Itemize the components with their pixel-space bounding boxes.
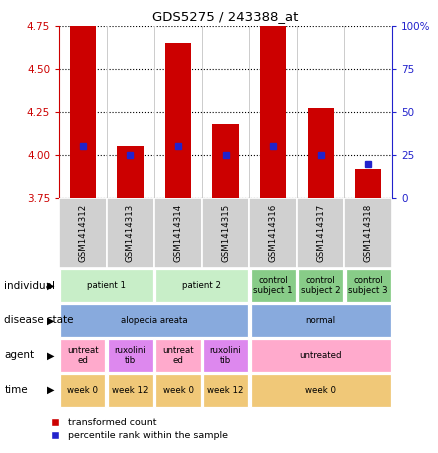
Bar xyxy=(155,269,248,302)
Bar xyxy=(251,339,391,372)
Bar xyxy=(60,269,153,302)
Legend: transformed count, percentile rank within the sample: transformed count, percentile rank withi… xyxy=(51,418,228,440)
Text: untreat
ed: untreat ed xyxy=(67,346,99,365)
Bar xyxy=(117,146,144,198)
Bar xyxy=(108,339,153,372)
Text: time: time xyxy=(4,385,28,395)
Bar xyxy=(355,169,381,198)
Text: ▶: ▶ xyxy=(47,315,55,326)
Bar xyxy=(155,339,201,372)
Text: GSM1414313: GSM1414313 xyxy=(126,204,135,262)
Bar xyxy=(203,339,248,372)
Text: GSM1414314: GSM1414314 xyxy=(173,204,183,262)
Bar xyxy=(60,304,248,337)
Bar xyxy=(108,374,153,407)
Bar xyxy=(202,198,249,268)
Text: untreated: untreated xyxy=(300,351,342,360)
Text: week 0: week 0 xyxy=(67,386,99,395)
Bar xyxy=(298,269,343,302)
Text: GSM1414315: GSM1414315 xyxy=(221,204,230,262)
Text: control
subject 3: control subject 3 xyxy=(348,276,388,295)
Text: control
subject 1: control subject 1 xyxy=(253,276,293,295)
Bar xyxy=(251,269,296,302)
Text: ruxolini
tib: ruxolini tib xyxy=(115,346,146,365)
Bar xyxy=(251,304,391,337)
Text: week 0: week 0 xyxy=(162,386,194,395)
Text: week 0: week 0 xyxy=(305,386,336,395)
Text: week 12: week 12 xyxy=(112,386,149,395)
Bar xyxy=(107,198,154,268)
Bar xyxy=(155,374,201,407)
Text: GSM1414316: GSM1414316 xyxy=(268,204,278,262)
Bar xyxy=(307,108,334,198)
Bar xyxy=(260,26,286,198)
Bar xyxy=(203,374,248,407)
Text: ruxolini
tib: ruxolini tib xyxy=(210,346,241,365)
Text: patient 2: patient 2 xyxy=(182,281,221,290)
Text: individual: individual xyxy=(4,280,55,291)
Bar xyxy=(59,198,107,268)
Text: ▶: ▶ xyxy=(47,385,55,395)
Text: week 12: week 12 xyxy=(207,386,244,395)
Bar xyxy=(154,198,202,268)
Bar xyxy=(346,269,391,302)
Text: alopecia areata: alopecia areata xyxy=(121,316,187,325)
Bar xyxy=(165,43,191,198)
Text: untreat
ed: untreat ed xyxy=(162,346,194,365)
Bar xyxy=(60,339,106,372)
Title: GDS5275 / 243388_at: GDS5275 / 243388_at xyxy=(152,10,299,23)
Bar xyxy=(297,198,344,268)
Text: normal: normal xyxy=(306,316,336,325)
Text: ▶: ▶ xyxy=(47,350,55,361)
Text: GSM1414312: GSM1414312 xyxy=(78,204,88,262)
Bar xyxy=(249,198,297,268)
Text: disease state: disease state xyxy=(4,315,74,326)
Bar xyxy=(344,198,392,268)
Bar xyxy=(251,374,391,407)
Text: ▶: ▶ xyxy=(47,280,55,291)
Bar xyxy=(70,26,96,198)
Text: GSM1414318: GSM1414318 xyxy=(364,204,373,262)
Bar xyxy=(212,124,239,198)
Text: control
subject 2: control subject 2 xyxy=(301,276,340,295)
Bar xyxy=(60,374,106,407)
Text: GSM1414317: GSM1414317 xyxy=(316,204,325,262)
Text: agent: agent xyxy=(4,350,35,361)
Text: patient 1: patient 1 xyxy=(87,281,126,290)
